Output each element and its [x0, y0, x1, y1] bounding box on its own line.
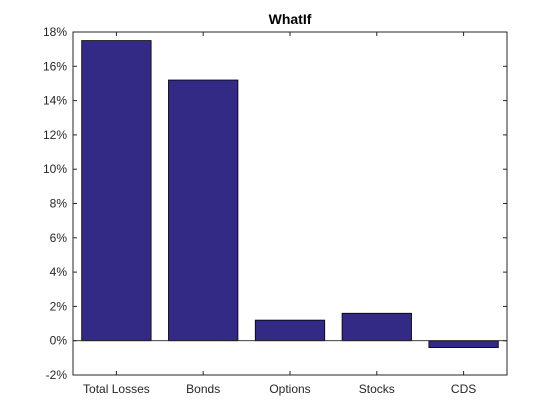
- x-tick-label: Bonds: [186, 382, 220, 396]
- y-tick-label: 2%: [50, 299, 68, 313]
- bar-cds: [428, 340, 499, 348]
- y-tick-label: 10%: [43, 162, 67, 176]
- x-axis: Total Losses Bonds Options Stocks CDS: [83, 32, 476, 396]
- y-tick-label: 6%: [50, 231, 68, 245]
- y-tick-label: 16%: [43, 59, 67, 73]
- y-axis: -2% 0% 2% 4% 6% 8% 10% 12% 14% 16% 18%: [43, 25, 507, 382]
- y-tick-label: 0%: [50, 334, 68, 348]
- y-tick-label: 12%: [43, 128, 67, 142]
- y-tick-label: 4%: [50, 265, 68, 279]
- x-tick-label: CDS: [451, 382, 476, 396]
- y-tick-label: -2%: [46, 368, 68, 382]
- bars-group: [81, 40, 499, 348]
- bar-stocks: [341, 312, 412, 342]
- x-tick-label: Total Losses: [83, 382, 150, 396]
- y-tick-label: 8%: [50, 197, 68, 211]
- bar-bonds: [168, 79, 239, 342]
- y-tick-label: 18%: [43, 25, 67, 39]
- x-tick-label: Stocks: [359, 382, 395, 396]
- bar-total-losses: [81, 40, 152, 342]
- chart-title: WhatIf: [269, 11, 312, 27]
- bar-options: [254, 319, 326, 342]
- x-tick-label: Options: [269, 382, 310, 396]
- y-tick-label: 14%: [43, 94, 67, 108]
